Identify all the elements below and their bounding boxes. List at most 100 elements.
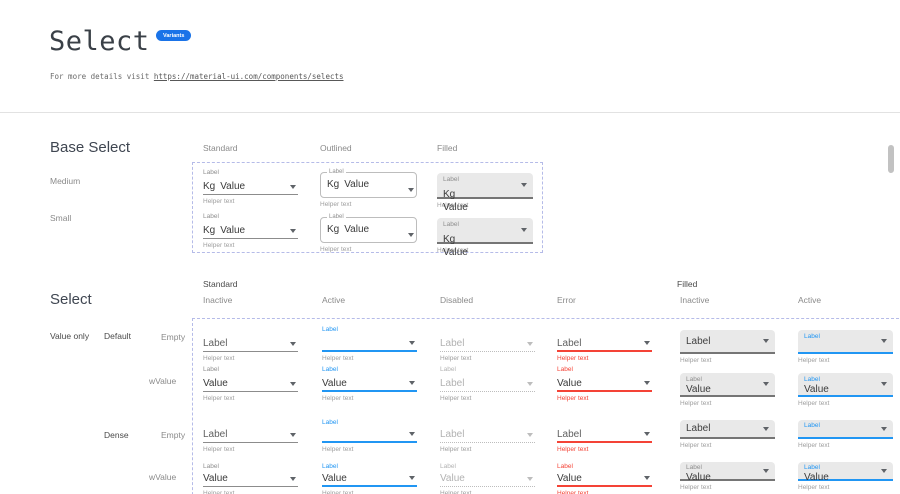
select-field[interactable]: Label [203,428,298,443]
select-field[interactable]: Label Kg Value [320,169,417,198]
select-value: Value [686,472,711,483]
select-field[interactable]: Label Kg Value [320,214,417,243]
select-field[interactable]: Value [440,472,535,487]
select-cell: Label Helper text [798,420,893,449]
helper-text: Helper text [203,395,235,402]
select-field[interactable]: Label [557,428,652,443]
select-value: Value [443,247,468,258]
floating-label: Label [804,464,820,471]
select-value: Value [557,473,582,484]
helper-text: Helper text [320,246,352,253]
arrow-dropdown-icon [409,381,415,385]
select-cell: Label Helper text [440,418,535,453]
arrow-dropdown-icon [290,382,296,386]
select-value: Value [220,181,246,192]
outlined-label: Label [327,169,346,176]
helper-text: Helper text [680,400,712,407]
select-cell: Label Value Helper text [203,365,298,402]
select-cell: Label Helper text [557,325,652,362]
arrow-dropdown-icon [644,476,650,480]
select-adornment: Kg [203,225,216,236]
select-field[interactable]: Label [798,330,893,354]
arrow-dropdown-icon [881,382,887,386]
floating-label: Label [322,463,338,470]
select-cell: Label Value Helper text [557,365,652,402]
arrow-dropdown-icon [409,341,415,345]
select-cell: Label Helper text [203,418,298,453]
select-cell: Label Kg Value Helper text [203,212,298,249]
select-field[interactable]: Kg Value [203,222,298,239]
select-cell: Label Value Helper text [680,462,775,491]
select-field[interactable]: Value [557,472,652,487]
select-field[interactable]: Label Kg Value [437,218,533,258]
select-field[interactable]: Label Value [798,373,893,397]
select-adornment: Kg [203,181,216,192]
select-field[interactable] [322,335,417,352]
select-field[interactable]: Label [440,375,535,392]
base-select-frame [192,162,543,253]
group-header: Filled [677,279,698,289]
helper-text: Helper text [440,395,472,402]
base-select-heading: Base Select [50,139,131,156]
select-value: Label [440,338,465,349]
select-field[interactable]: Value [203,472,298,487]
select-field[interactable]: Label [440,428,535,443]
state-header: Active [322,295,346,305]
select-field[interactable]: Label [203,335,298,352]
floating-label: Label [557,463,573,470]
select-value: Value [322,473,347,484]
select-field[interactable]: Label [798,420,893,439]
helper-text: Helper text [557,395,589,402]
select-value: Label [203,429,228,440]
helper-text: Helper text [203,446,235,453]
intro-link[interactable]: https://material-ui.com/components/selec… [153,72,344,81]
select-field[interactable] [322,428,417,443]
arrow-dropdown-icon [290,433,296,437]
select-field[interactable]: Label Kg Value [437,173,533,213]
select-field[interactable]: Value [322,472,417,487]
page-title: Select [49,26,150,57]
select-field[interactable]: Value [203,375,298,392]
helper-text: Helper text [680,442,712,449]
select-frame [192,318,900,494]
floating-label: Label [686,464,702,471]
matrix-row-label: Empty [161,332,186,342]
select-field[interactable]: Kg Value [203,178,298,195]
select-adornment: Kg [443,234,456,245]
select-value: Label [557,338,582,349]
outlined-label: Label [327,214,346,221]
select-field[interactable]: Value [557,375,652,392]
state-header: Inactive [203,295,233,305]
select-field[interactable]: Value [322,375,417,392]
select-cell: Label Value Helper text [440,462,535,494]
arrow-dropdown-icon [290,185,296,189]
select-field[interactable]: Label [680,330,775,354]
select-cell: Label Label Helper text [440,365,535,402]
select-field[interactable]: Label Value [680,373,775,397]
select-adornment: Kg [327,224,340,235]
helper-text: Helper text [557,446,589,453]
floating-label [440,325,535,335]
select-field[interactable]: Label Value [680,462,775,483]
select-field[interactable]: Label [680,420,775,439]
helper-text: Helper text [798,484,830,491]
select-value: Label [440,429,465,440]
arrow-dropdown-icon [881,468,887,473]
select-value: Value [322,378,347,389]
select-cell: Label Value Helper text [203,462,298,494]
select-cell: Label Helper text [440,325,535,362]
helper-text: Helper text [680,484,712,491]
arrow-dropdown-icon [763,382,769,386]
scrollbar-thumb[interactable] [888,145,894,173]
arrow-dropdown-icon [763,468,769,473]
helper-text: Helper text [680,357,712,364]
select-field[interactable]: Label [557,335,652,352]
floating-label [557,325,652,335]
select-cell: Label Value Helper text [680,373,775,407]
select-value: Value [440,473,465,484]
select-adornment: Kg [327,179,340,190]
select-field[interactable]: Label Value [798,462,893,483]
select-value: Label [686,335,711,347]
select-field[interactable]: Label [440,335,535,352]
